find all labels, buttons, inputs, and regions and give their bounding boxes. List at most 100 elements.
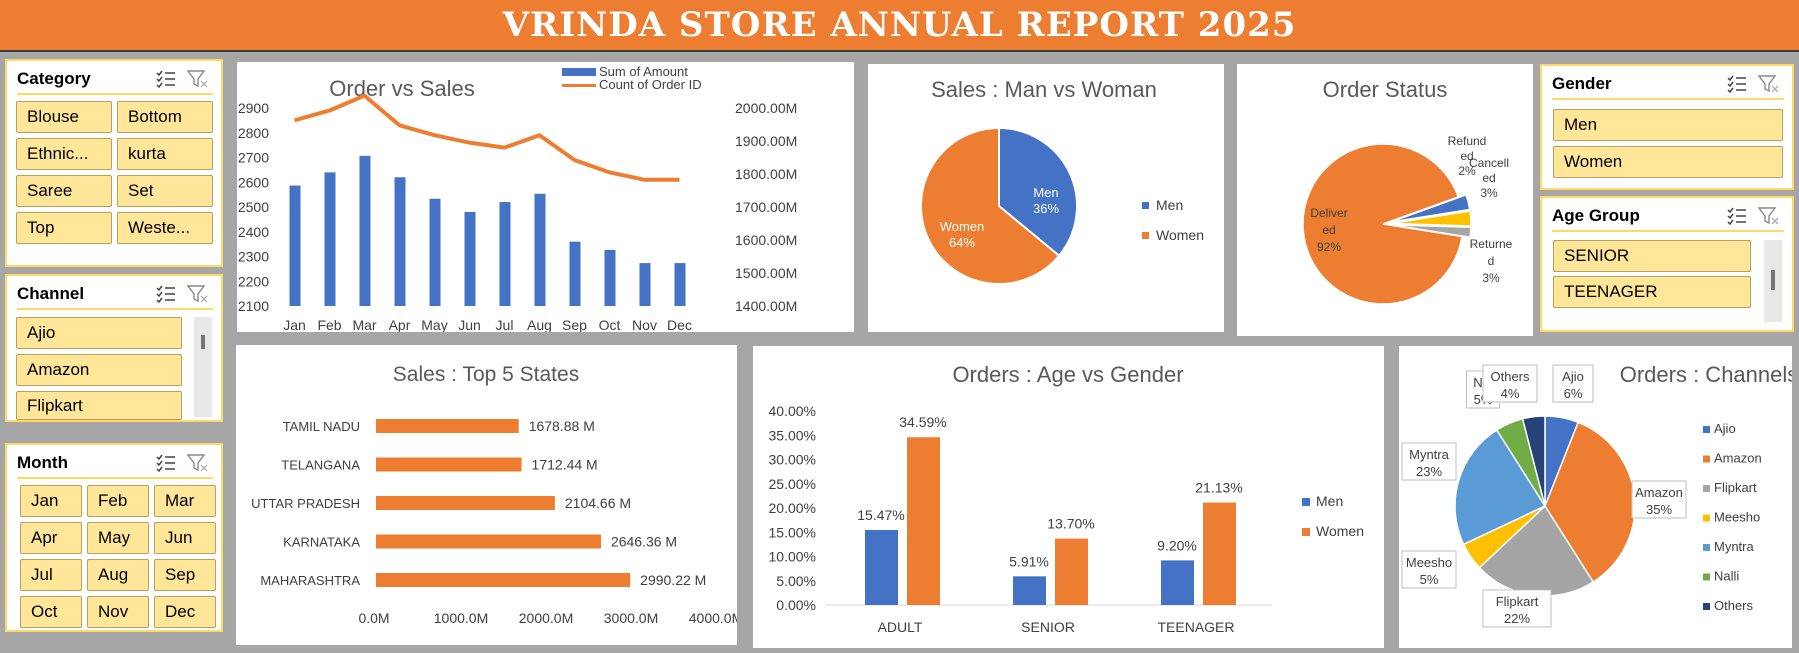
legend-swatch (1302, 498, 1310, 506)
legend-label: Meesho (1714, 510, 1760, 525)
left-axis-tick: 2300 (238, 249, 269, 265)
state-label: TELANGANA (281, 458, 360, 473)
month-item-sep[interactable]: Sep (154, 559, 216, 591)
legend-label: Ajio (1714, 421, 1736, 436)
state-value-label: 2990.22 M (640, 572, 706, 588)
amount-bar (289, 185, 301, 306)
category-item-blouse[interactable]: Blouse (16, 101, 112, 133)
data-callout-label: Myntra 23% (1409, 447, 1450, 479)
channel-item-flipkart[interactable]: Flipkart (16, 391, 182, 420)
y-axis-tick: 10.00% (769, 549, 816, 565)
channel-item-ajio[interactable]: Ajio (16, 317, 182, 349)
state-value-label: 2646.36 M (611, 534, 677, 550)
age-group-scroll-thumb[interactable] (1771, 270, 1775, 290)
left-axis-tick: 2700 (238, 150, 269, 166)
bar-value-label: 34.59% (899, 414, 946, 430)
month-item-oct[interactable]: Oct (20, 596, 82, 628)
category-item-kurta[interactable]: kurta (117, 138, 213, 170)
category-slicer-title: Category (17, 69, 91, 88)
category-item-ethnic[interactable]: Ethnic... (16, 138, 112, 170)
multi-select-icon[interactable] (155, 284, 177, 304)
clear-filter-icon[interactable] (187, 453, 209, 473)
data-callout-box (1401, 550, 1457, 589)
age-group-scrollbar[interactable] (1764, 240, 1782, 322)
clear-filter-icon[interactable] (1758, 206, 1780, 226)
category-item-bottom[interactable]: Bottom (117, 101, 213, 133)
month-item-apr[interactable]: Apr (20, 522, 82, 554)
bar-women (1203, 502, 1236, 605)
right-axis-tick: 1500.00M (735, 265, 797, 281)
right-axis-tick: 1600.00M (735, 232, 797, 248)
legend-label: Men (1316, 493, 1343, 509)
x-axis-tick: 0.0M (358, 610, 389, 626)
category-item-top[interactable]: Top (16, 212, 112, 244)
chart-title: Sales : Top 5 States (393, 363, 579, 386)
month-item-jul[interactable]: Jul (20, 559, 82, 591)
amount-bar (359, 155, 371, 306)
x-axis-tick: May (421, 317, 447, 332)
orders-channels-chart: Orders : Channels Ajio 6% Amazon 35% Flipkart… (1401, 362, 1798, 628)
legend-label: Women (1316, 523, 1364, 539)
channel-scrollbar[interactable] (194, 317, 212, 417)
multi-select-icon[interactable] (1726, 206, 1748, 226)
x-axis-tick: Apr (389, 317, 411, 332)
month-item-nov[interactable]: Nov (87, 596, 149, 628)
right-axis-tick: 1700.00M (735, 199, 797, 215)
age-group-slicer-title: Age Group (1552, 206, 1640, 225)
x-axis-tick: Aug (527, 317, 552, 332)
bar-value-label: 13.70% (1047, 516, 1094, 532)
state-value-label: 1712.44 M (532, 457, 598, 473)
month-item-feb[interactable]: Feb (87, 485, 149, 517)
legend-label: Women (1156, 227, 1204, 243)
clear-filter-icon[interactable] (1758, 74, 1780, 94)
slice-label-delivered: Deliver ed 92% (1310, 206, 1347, 254)
category-item-set[interactable]: Set (117, 175, 213, 207)
clear-filter-icon[interactable] (187, 284, 209, 304)
pie-slice-cancelled (1390, 210, 1472, 227)
chart-title: Order Status (1323, 77, 1448, 102)
sales-man-woman-panel: Sales : Man vs Woman Men 36% Women 64% Men Wom… (868, 64, 1224, 332)
x-axis-tick: SENIOR (1021, 619, 1075, 635)
clear-filter-icon[interactable] (187, 69, 209, 89)
legend-swatch (1703, 485, 1710, 492)
legend-label: Amazon (1714, 451, 1762, 466)
y-axis-tick: 20.00% (769, 500, 816, 516)
category-item-western[interactable]: Weste... (117, 212, 213, 244)
right-axis-tick: 1800.00M (735, 166, 797, 182)
x-axis-tick: Oct (599, 317, 621, 332)
age-item-senior[interactable]: SENIOR (1553, 240, 1751, 272)
state-bar (376, 457, 522, 472)
age-item-teenager[interactable]: TEENAGER (1553, 276, 1751, 308)
sales-man-woman-chart: Sales : Man vs Woman Men 36% Women 64% Men Wom… (920, 77, 1204, 285)
data-callout-box (1482, 364, 1538, 403)
month-item-dec[interactable]: Dec (154, 596, 216, 628)
legend-label: Men (1156, 197, 1183, 213)
month-item-mar[interactable]: Mar (154, 485, 216, 517)
month-item-jan[interactable]: Jan (20, 485, 82, 517)
gender-slicer-title: Gender (1552, 74, 1612, 93)
channel-item-amazon[interactable]: Amazon (16, 354, 182, 386)
channel-scroll-thumb[interactable] (201, 335, 205, 349)
multi-select-icon[interactable] (155, 69, 177, 89)
left-axis-tick: 2900 (238, 100, 269, 116)
legend-label: Nalli (1714, 569, 1739, 584)
state-bar (376, 419, 519, 433)
amount-bar (394, 177, 406, 306)
x-axis-tick: Jan (283, 317, 306, 332)
multi-select-icon[interactable] (1726, 74, 1748, 94)
pie-slice-returned (1390, 193, 1471, 223)
category-item-saree[interactable]: Saree (16, 175, 112, 207)
data-callout-label: Ajio 6% (1562, 369, 1584, 401)
age-group-slicer: Age Group SENIOR TEENAGER (1540, 196, 1794, 332)
top5-states-chart: Sales : Top 5 States TAMIL NADU 1678.88 M T… (251, 363, 743, 626)
month-item-aug[interactable]: Aug (87, 559, 149, 591)
x-axis-tick: 2000.0M (519, 610, 573, 626)
gender-item-women[interactable]: Women (1553, 146, 1783, 178)
multi-select-icon[interactable] (155, 453, 177, 473)
amount-bar (674, 263, 686, 306)
gender-item-men[interactable]: Men (1553, 109, 1783, 141)
age-vs-gender-panel: Orders : Age vs Gender 0.00% 5.00% 10.00% 15… (753, 346, 1384, 648)
month-item-jun[interactable]: Jun (154, 522, 216, 554)
month-item-may[interactable]: May (87, 522, 149, 554)
